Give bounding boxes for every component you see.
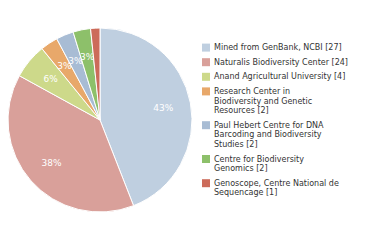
legend-entry: Research Center inBiodiversity and Genet… xyxy=(214,87,312,115)
data-label: 6% xyxy=(43,74,58,84)
slice xyxy=(91,28,100,120)
legend-swatch xyxy=(202,87,210,95)
data-label: 38% xyxy=(42,158,62,168)
legend-swatch xyxy=(202,121,210,129)
data-label: 3% xyxy=(80,52,95,62)
legend: Mined from GenBank, NCBI [27] Naturalis B… xyxy=(202,43,348,197)
slices xyxy=(8,28,192,212)
legend-swatch xyxy=(202,155,210,163)
legend-entry: Centre for BiodiversityGenomics [2] xyxy=(214,155,304,174)
slice xyxy=(73,28,100,120)
legend-entry: Anand Agricultural University [4] xyxy=(214,72,345,81)
legend-swatch xyxy=(202,73,210,81)
legend-entry: Mined from GenBank, NCBI [27] xyxy=(214,43,342,52)
data-labels: 43%38%6%3%3%3% xyxy=(42,52,174,168)
data-label: 43% xyxy=(153,103,173,113)
legend-entry: Naturalis Biodiversity Center [24] xyxy=(214,58,348,67)
legend-swatch xyxy=(202,179,210,187)
legend-swatch xyxy=(202,44,210,52)
legend-entry: Genoscope, Centre National deSequencage … xyxy=(214,179,339,198)
chart: 43%38%6%3%3%3%Mined from GenBank, NCBI [… xyxy=(0,0,380,240)
legend-entry: Paul Hebert Centre for DNABarcoding and … xyxy=(214,121,324,149)
legend-swatch xyxy=(202,58,210,66)
